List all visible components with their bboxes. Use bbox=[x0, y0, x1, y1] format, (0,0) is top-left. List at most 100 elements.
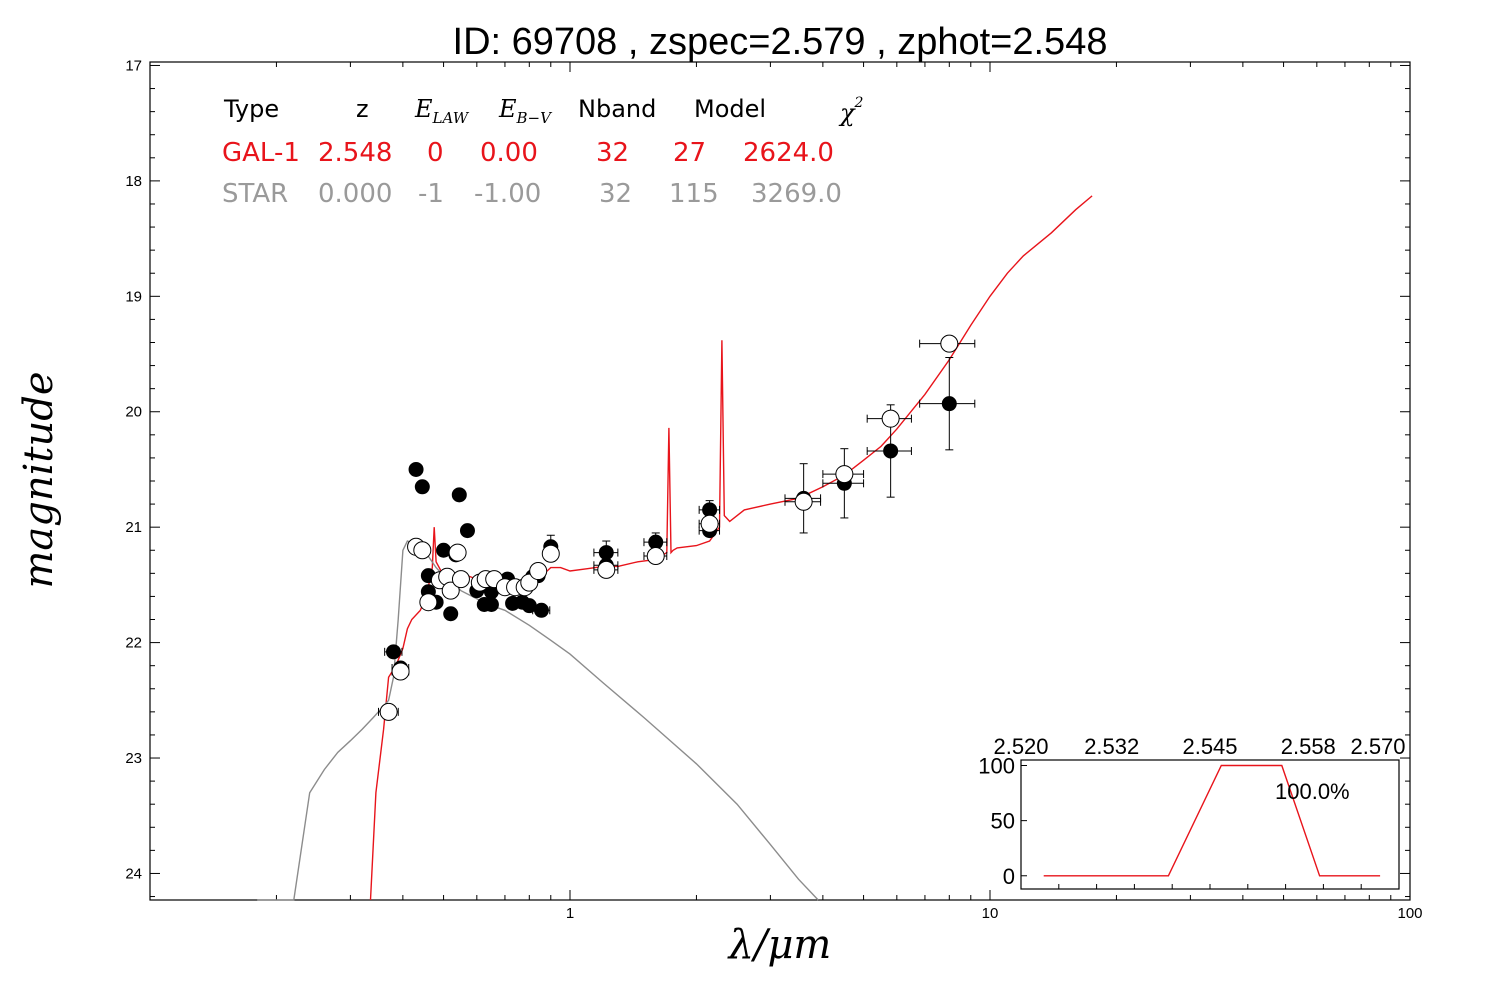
filled-marker bbox=[443, 606, 459, 622]
table-row-gal: GAL-1 2.548 0 0.00 32 27 2624.0 bbox=[222, 138, 834, 168]
model-point bbox=[448, 543, 467, 562]
open-marker bbox=[391, 662, 410, 681]
model-point bbox=[698, 514, 721, 533]
filled-marker bbox=[451, 487, 467, 503]
observed-point bbox=[459, 523, 475, 539]
inset-x-tick-label: 2.520 bbox=[993, 734, 1048, 759]
y-tick-label: 19 bbox=[125, 288, 142, 305]
open-marker bbox=[448, 543, 467, 562]
filled-marker bbox=[883, 443, 899, 459]
open-marker bbox=[529, 562, 548, 581]
model-point bbox=[919, 334, 976, 353]
model-point bbox=[451, 570, 470, 589]
observed-point bbox=[822, 448, 865, 519]
row-star-chi2: 3269.0 bbox=[751, 179, 842, 209]
table-header-nband: Nband bbox=[578, 95, 656, 123]
row-gal-elaw: 0 bbox=[427, 138, 444, 168]
y-tick-label: 17 bbox=[125, 57, 142, 74]
row-gal-z: 2.548 bbox=[318, 138, 392, 168]
table-header-ebv: EB−V bbox=[498, 95, 553, 127]
table-header-chi2: χ2 bbox=[838, 95, 864, 127]
table-header-elaw: ELAW bbox=[414, 95, 470, 127]
observed-point bbox=[414, 479, 430, 495]
filled-marker bbox=[598, 545, 614, 561]
filled-marker bbox=[483, 597, 499, 613]
filled-marker bbox=[459, 523, 475, 539]
summary-table: Type z ELAW EB−V Nband Model χ2 GAL-1 2.… bbox=[222, 95, 864, 209]
inset-x-tick-label: 2.558 bbox=[1281, 734, 1336, 759]
model-point bbox=[643, 547, 668, 566]
model-point bbox=[441, 581, 460, 600]
row-gal-chi2: 2624.0 bbox=[743, 138, 834, 168]
x-tick-label: 100 bbox=[1397, 905, 1422, 922]
star-template-line bbox=[257, 540, 819, 901]
open-marker bbox=[700, 514, 719, 533]
inset-annotation: 100.0% bbox=[1275, 779, 1350, 804]
observed-point bbox=[443, 606, 459, 622]
y-tick-label: 23 bbox=[125, 750, 142, 767]
y-tick-label: 24 bbox=[125, 865, 142, 882]
table-header-model: Model bbox=[694, 95, 766, 123]
model-point bbox=[866, 409, 912, 428]
model-point bbox=[378, 702, 399, 721]
inset-x-tick-label: 2.570 bbox=[1350, 734, 1405, 759]
inset-curve bbox=[1043, 764, 1381, 877]
x-tick-label: 1 bbox=[566, 905, 574, 922]
observed-point bbox=[408, 461, 424, 477]
open-marker bbox=[940, 334, 959, 353]
inset-frame bbox=[1020, 759, 1400, 890]
filled-marker bbox=[414, 479, 430, 495]
row-gal-nband: 32 bbox=[596, 138, 629, 168]
model-point bbox=[541, 544, 560, 563]
model-point bbox=[822, 465, 865, 484]
inset-pdf: 2.520 2.532 2.545 2.558 2.570 100 50 0 100.0% bbox=[978, 734, 1406, 890]
table-header-z: z bbox=[356, 95, 369, 123]
inset-y-tick-label: 100 bbox=[978, 754, 1015, 779]
open-marker bbox=[379, 702, 398, 721]
model-curves bbox=[257, 195, 1093, 901]
row-gal-name: GAL-1 bbox=[222, 138, 300, 168]
pdf-line bbox=[1043, 764, 1381, 877]
table-header-type: Type bbox=[223, 95, 279, 123]
model-point bbox=[593, 560, 619, 579]
observed-point bbox=[384, 644, 403, 660]
inset-y-tick-label: 50 bbox=[991, 809, 1015, 834]
filled-marker bbox=[408, 461, 424, 477]
open-marker bbox=[419, 593, 438, 612]
row-star-elaw: -1 bbox=[418, 179, 444, 209]
open-marker bbox=[451, 570, 470, 589]
x-axis-label: λ/μm bbox=[727, 922, 832, 968]
row-gal-model: 27 bbox=[673, 138, 706, 168]
model-point bbox=[784, 492, 822, 511]
model-point bbox=[419, 593, 438, 612]
row-star-name: STAR bbox=[222, 179, 288, 209]
row-star-nband: 32 bbox=[599, 179, 632, 209]
model-point bbox=[391, 662, 410, 681]
open-marker bbox=[646, 547, 665, 566]
open-marker bbox=[441, 581, 460, 600]
filled-marker bbox=[533, 602, 549, 618]
inset-ticks: 2.520 2.532 2.545 2.558 2.570 100 50 0 bbox=[978, 734, 1406, 889]
filled-marker bbox=[386, 644, 402, 660]
observed-point bbox=[919, 356, 976, 451]
open-marker bbox=[881, 409, 900, 428]
open-marker bbox=[597, 560, 616, 579]
photometry-points bbox=[378, 334, 976, 721]
y-axis-label: magnitude bbox=[16, 371, 62, 588]
y-tick-label: 22 bbox=[125, 635, 142, 652]
model-point bbox=[413, 541, 432, 560]
figure-title: ID: 69708 , zspec=2.579 , zphot=2.548 bbox=[453, 21, 1108, 63]
y-tick-label: 18 bbox=[125, 173, 142, 190]
row-star-ebv: -1.00 bbox=[474, 179, 541, 209]
open-marker bbox=[413, 541, 432, 560]
inset-x-tick-label: 2.532 bbox=[1084, 734, 1139, 759]
galaxy-template-line bbox=[369, 195, 1093, 901]
table-row-star: STAR 0.000 -1 -1.00 32 115 3269.0 bbox=[222, 179, 842, 209]
filled-marker bbox=[941, 396, 957, 412]
observed-point bbox=[532, 602, 551, 618]
observed-point bbox=[483, 597, 499, 613]
axis-ticks: 1 10 100 17 18 19 20 21 22 23 24 bbox=[125, 57, 1422, 922]
row-star-z: 0.000 bbox=[318, 179, 392, 209]
inset-x-tick-label: 2.545 bbox=[1182, 734, 1237, 759]
